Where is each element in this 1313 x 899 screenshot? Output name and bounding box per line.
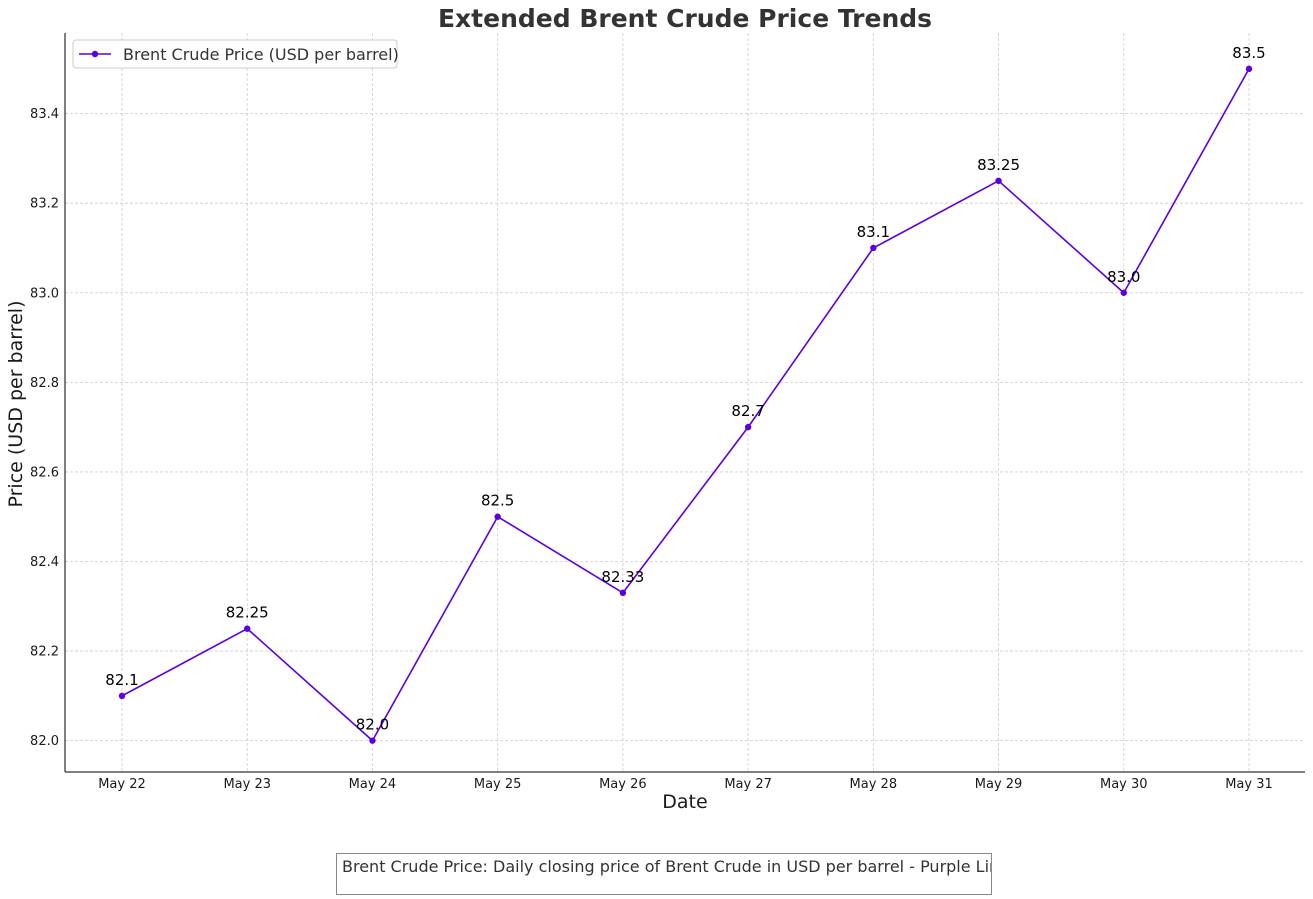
y-tick-label: 82.2 [30,645,59,660]
caption-box: Brent Crude Price: Daily closing price o… [336,853,992,895]
data-point [118,692,126,700]
data-label: 82.33 [601,568,644,586]
x-tick-label: May 26 [599,777,647,792]
data-label: 82.25 [226,604,269,622]
data-label: 83.0 [1107,268,1140,286]
legend-label: Brent Crude Price (USD per barrel) [123,45,399,64]
data-label: 82.7 [731,402,764,420]
series-layer [118,65,1253,744]
data-point [1120,289,1127,296]
data-point [870,244,877,252]
x-axis-label: Date [662,791,707,813]
y-tick-label: 82.0 [30,734,59,749]
x-tick-label: May 29 [975,777,1023,792]
y-tick-label: 82.8 [30,376,59,391]
x-tick-label: May 22 [98,777,146,792]
y-tick-label: 83.4 [30,107,59,122]
x-tick-label: May 25 [474,777,522,792]
y-tick-label: 83.2 [30,197,59,212]
chart-title: Extended Brent Crude Price Trends [438,4,932,33]
x-tick-label: May 31 [1225,777,1273,792]
data-point [995,177,1002,184]
x-tick-label: May 30 [1100,777,1148,792]
data-label: 82.5 [481,492,514,510]
tick-labels: May 22 May 23 May 24 May 25 May 26 May 27 May … [30,107,1273,792]
data-label: 83.5 [1232,44,1265,62]
y-tick-label: 82.4 [30,555,59,570]
x-tick-label: May 23 [223,777,271,792]
y-tick-label: 83.0 [30,286,59,301]
y-tick-label: 82.6 [30,465,59,480]
y-axis-label: Price (USD per barrel) [5,301,27,508]
data-labels: 82.1 82.25 82.0 82.5 82.33 82.7 83.1 83.25 83.0 8… [105,44,1265,734]
x-tick-label: May 27 [724,777,772,792]
x-tick-label: May 24 [349,777,397,792]
legend-marker-swatch [91,50,99,58]
data-point [244,625,251,632]
data-label: 82.0 [356,716,389,734]
data-point [369,737,376,744]
data-point [1245,65,1253,73]
data-point [619,589,627,597]
data-point [744,423,752,431]
data-label: 83.25 [977,156,1020,174]
legend: Brent Crude Price (USD per barrel) [72,39,399,69]
line-chart: Extended Brent Crude Price Trends May 22… [5,4,1305,813]
data-point [494,513,501,520]
x-tick-label: May 28 [850,777,898,792]
axes [64,33,1305,773]
series-line-brent-crude [121,68,1250,742]
data-label: 83.1 [857,223,890,241]
legend-frame [72,39,398,69]
grid [65,33,1305,772]
data-label: 82.1 [105,671,138,689]
